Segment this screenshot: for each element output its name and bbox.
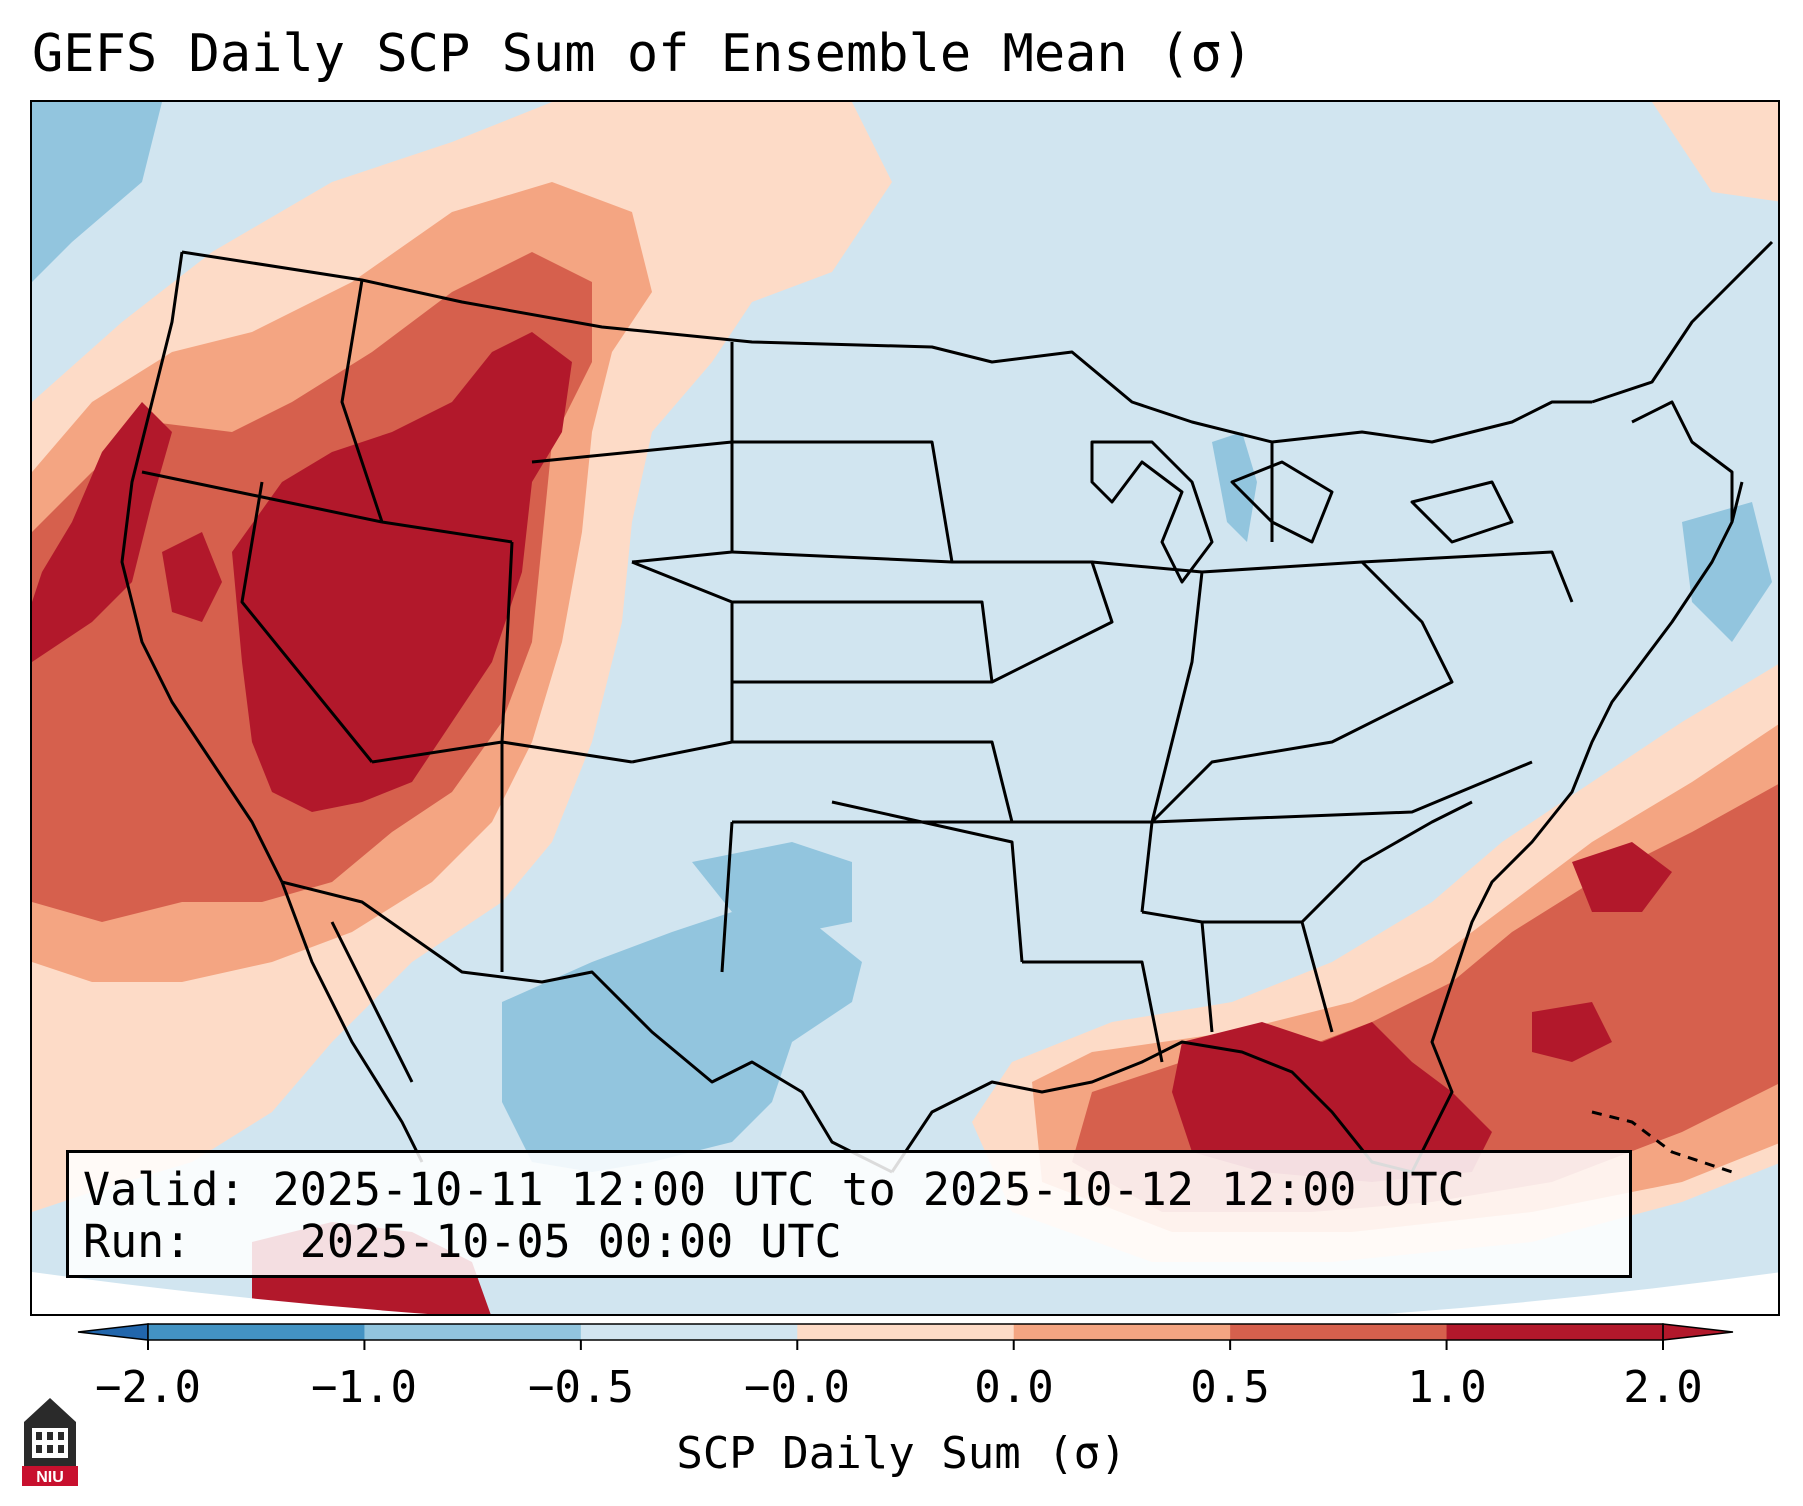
blue-patch-lake-michigan xyxy=(1212,432,1257,542)
us-canada-border xyxy=(181,250,1592,444)
dark-red-atlantic xyxy=(1572,842,1672,912)
chart-title: GEFS Daily SCP Sum of Ensemble Mean (σ) xyxy=(32,24,1253,84)
colorbar-tick-label: −1.0 xyxy=(311,1362,417,1413)
blue-patch-nw-corner xyxy=(32,102,162,282)
us-mexico-border xyxy=(281,880,893,1174)
great-lakes xyxy=(1090,440,1514,584)
validity-info-box: Valid: 2025-10-11 12:00 UTC to 2025-10-1… xyxy=(66,1150,1632,1278)
colorbar-segment xyxy=(364,1324,582,1340)
valid-label: Valid: xyxy=(83,1163,246,1216)
map-panel xyxy=(30,100,1780,1316)
colorbar-tick-label: −0.5 xyxy=(528,1362,634,1413)
colorbar-segment xyxy=(1230,1324,1448,1340)
florida-keys-islands xyxy=(1591,1110,1733,1174)
colorbar-label: SCP Daily Sum (σ) xyxy=(676,1428,1127,1479)
colorbar-segment xyxy=(580,1324,798,1340)
run-value: 2025-10-05 00:00 UTC xyxy=(299,1215,842,1268)
northeast-coast xyxy=(1591,240,1774,522)
blue-patch-texas xyxy=(502,912,862,1172)
colorbar-tick-label: 0.0 xyxy=(974,1362,1054,1413)
colorbar xyxy=(77,1323,1734,1350)
colorbar-tick-label: 2.0 xyxy=(1623,1362,1703,1413)
boundary-lines xyxy=(120,240,1774,1174)
dark-red-gulf xyxy=(1172,1022,1492,1182)
dark-red-california-bay xyxy=(162,532,222,622)
west-states-lines xyxy=(141,279,734,972)
colorbar-segment xyxy=(1013,1324,1231,1340)
valid-value: 2025-10-11 12:00 UTC to 2025-10-12 12:00… xyxy=(272,1163,1465,1216)
dark-red-bahamas xyxy=(1532,1002,1612,1062)
valid-time-line: Valid: 2025-10-11 12:00 UTC to 2025-10-1… xyxy=(83,1163,1465,1216)
light-red-north-small xyxy=(1652,102,1778,202)
colorbar-tick-label: −0.0 xyxy=(744,1362,850,1413)
run-label: Run: xyxy=(83,1215,192,1268)
niu-logo-icon: NIU xyxy=(22,1398,78,1486)
south-states-lines xyxy=(1022,760,1533,1063)
colorbar-over-arrow xyxy=(1662,1323,1734,1341)
colorbar-segment xyxy=(148,1324,365,1340)
baja-california xyxy=(280,881,424,1163)
colorbar-under-arrow xyxy=(77,1323,149,1341)
colorbar-segment xyxy=(1446,1324,1664,1340)
gulf-coast xyxy=(890,481,1744,1174)
blue-patch-texas-north xyxy=(692,842,852,932)
scp-map xyxy=(32,102,1778,1314)
run-time-line: Run: 2025-10-05 00:00 UTC xyxy=(83,1215,842,1268)
colorbar-tick-label: −2.0 xyxy=(95,1362,201,1413)
colorbar-frame xyxy=(147,1323,1664,1341)
colorbar-segment xyxy=(797,1324,1015,1340)
west-coast xyxy=(120,251,284,883)
blue-patch-east xyxy=(1682,502,1772,642)
colorbar-tick-label: 1.0 xyxy=(1407,1362,1487,1413)
projection-edge xyxy=(32,1272,1778,1314)
niu-logo-text: NIU xyxy=(36,1469,64,1486)
colorbar-tick-label: 0.5 xyxy=(1190,1362,1270,1413)
